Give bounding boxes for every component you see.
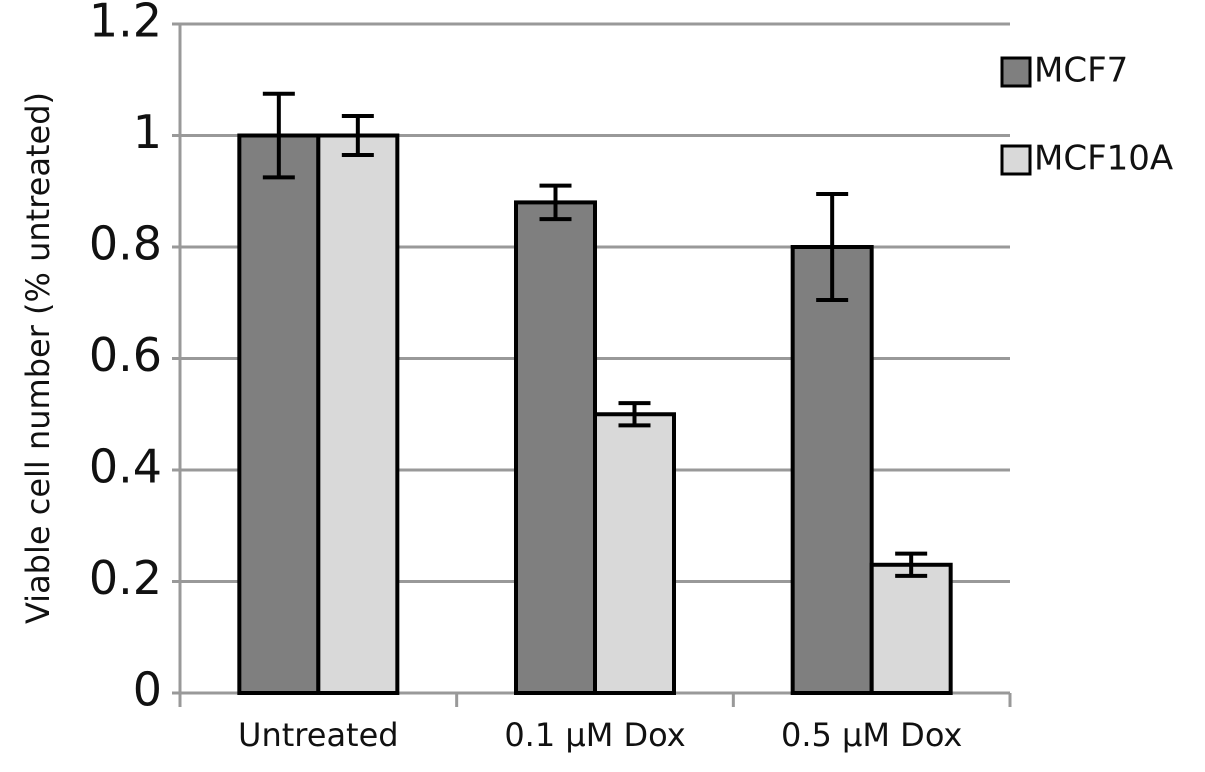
bar: [316, 133, 400, 695]
y-tick-label: 1.2: [89, 0, 162, 48]
x-tick-label: 0.1 µM Dox: [504, 716, 685, 754]
y-tick-label: 0.4: [89, 440, 162, 494]
legend-swatch: [1000, 56, 1032, 88]
y-axis-title: Viable cell number (% untreated): [19, 92, 57, 624]
y-tick-label: 0.8: [89, 217, 162, 271]
bar: [790, 245, 874, 695]
error-bar: [618, 401, 651, 428]
error-bar: [816, 192, 849, 302]
y-tick-label: 0: [133, 663, 162, 717]
legend-label: MCF10A: [1034, 139, 1173, 179]
x-tick-label: 0.5 µM Dox: [781, 716, 962, 754]
legend-swatch: [1000, 144, 1032, 176]
y-tick-label: 0.2: [89, 551, 162, 605]
bar: [514, 200, 597, 695]
y-tick-label: 1: [133, 105, 162, 159]
y-tick-label: 0.6: [89, 328, 162, 382]
bar: [869, 562, 953, 696]
error-bar: [341, 113, 374, 158]
x-tick-label: Untreated: [238, 716, 399, 754]
bar: [593, 412, 676, 695]
error-bar: [895, 551, 928, 578]
legend-label: MCF7: [1034, 51, 1128, 91]
bar: [237, 133, 321, 695]
error-bar: [262, 91, 295, 180]
error-bar: [539, 183, 572, 222]
